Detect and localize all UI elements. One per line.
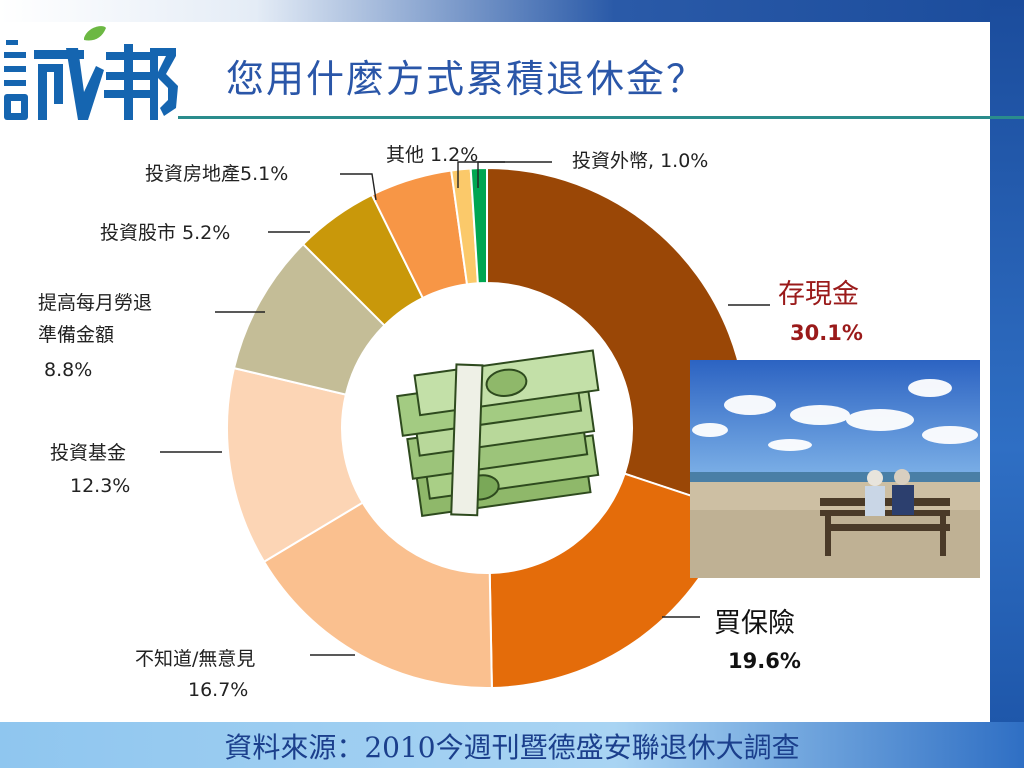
chart-slices	[226, 166, 748, 689]
donut-chart: 存現金 30.1% 買保險 19.6% 不知道/無意見 16.7% 投資基金 1…	[38, 144, 863, 701]
source-citation: 資料來源：2010今週刊暨德盛安聯退休大調查	[224, 731, 800, 764]
label-insurance: 買保險	[714, 608, 795, 639]
chart-labels: 存現金 30.1% 買保險 19.6% 不知道/無意見 16.7% 投資基金 1…	[38, 144, 863, 701]
label-pension-line1: 提高每月勞退	[38, 292, 152, 314]
slice-8	[469, 166, 488, 285]
money-stack-icon	[345, 286, 629, 570]
label-realestate: 投資房地產5.1%	[145, 163, 288, 185]
company-logo: 誠邦	[4, 26, 178, 120]
bottom-band	[0, 722, 1024, 768]
slice-1	[488, 472, 736, 689]
label-unknown: 不知道/無意見	[135, 648, 255, 670]
label-insurance-pct: 19.6%	[728, 649, 801, 673]
label-other: 其他 1.2%	[386, 144, 478, 166]
label-stocks: 投資股市 5.2%	[100, 222, 230, 244]
leader-line-8	[477, 161, 552, 188]
top-band	[0, 0, 1024, 22]
label-fx: 投資外幣, 1.0%	[572, 150, 708, 172]
leader-line-6	[340, 173, 377, 201]
label-cash-pct: 30.1%	[790, 321, 863, 345]
label-pension-line2: 準備金額	[38, 324, 114, 346]
page-title: 您用什麼方式累積退休金？	[226, 57, 707, 101]
chart-leader-lines	[160, 161, 770, 656]
title-rule	[178, 116, 1024, 119]
label-funds: 投資基金	[50, 442, 126, 464]
slice-2	[262, 501, 493, 689]
label-unknown-pct: 16.7%	[188, 679, 248, 701]
right-band	[990, 0, 1024, 746]
label-cash: 存現金	[778, 279, 859, 310]
label-pension-pct: 8.8%	[44, 359, 92, 381]
retirement-photo	[690, 360, 980, 578]
label-funds-pct: 12.3%	[70, 475, 130, 497]
